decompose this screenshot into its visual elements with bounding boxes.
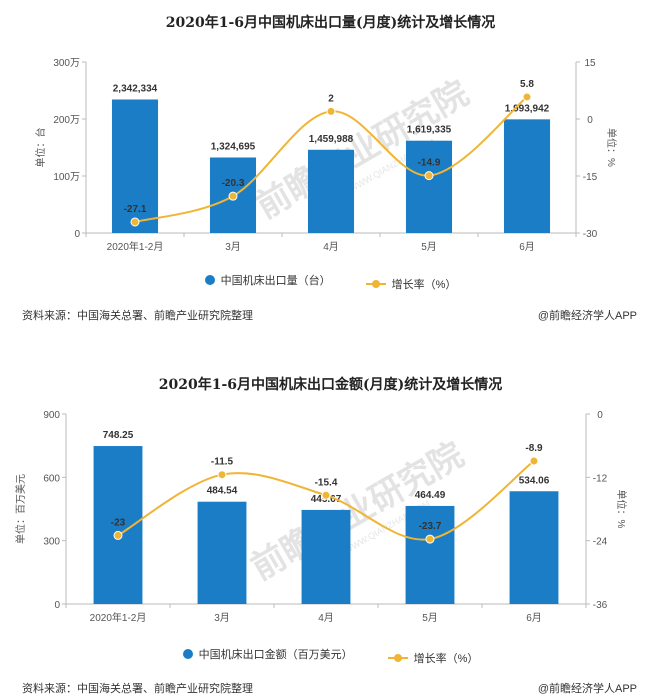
x-tick-label: 2020年1-2月 bbox=[90, 611, 147, 624]
bar bbox=[503, 119, 551, 233]
rate-value-label: -23.7 bbox=[419, 521, 442, 532]
rate-point bbox=[425, 534, 435, 544]
legend-item-rate[interactable]: 增长率（%） bbox=[365, 276, 457, 292]
rate-point bbox=[326, 106, 336, 116]
legend-item-bars[interactable]: 中国机床出口金额（百万美元） bbox=[182, 646, 353, 662]
y2-tick-label: -30 bbox=[583, 229, 598, 240]
bar-value-label: 1,619,335 bbox=[407, 125, 452, 136]
rate-point bbox=[522, 92, 532, 102]
legend-swatch-orange bbox=[365, 280, 386, 288]
rate-point bbox=[130, 217, 140, 227]
y-tick-label: 300 bbox=[43, 537, 60, 548]
x-tick-label: 5月 bbox=[422, 612, 438, 624]
y-axis-title: 单位：台 bbox=[34, 128, 47, 168]
y2-axis-title: 单位：% bbox=[605, 128, 618, 167]
bar-value-label: 484.54 bbox=[207, 486, 238, 497]
bar-value-label: 1,459,988 bbox=[309, 134, 354, 145]
rate-point bbox=[217, 470, 227, 480]
legend-label: 增长率（%） bbox=[391, 279, 457, 291]
rate-value-label: -23 bbox=[111, 517, 126, 528]
rate-value-label: -14.9 bbox=[418, 158, 441, 169]
bar bbox=[111, 99, 159, 233]
rate-value-label: 5.8 bbox=[520, 79, 534, 90]
bar-value-label: 1,324,695 bbox=[211, 141, 256, 152]
x-tick-label: 6月 bbox=[519, 241, 535, 253]
rate-value-label: -20.3 bbox=[222, 178, 245, 189]
chart-legend: 中国机床出口金额（百万美元） 增长率（%） bbox=[0, 646, 661, 666]
y2-tick-label: 0 bbox=[587, 115, 593, 126]
bar bbox=[509, 491, 559, 604]
rate-value-label: 2 bbox=[328, 93, 334, 104]
y-tick-label: 300万 bbox=[53, 58, 80, 69]
x-tick-label: 2020年1-2月 bbox=[107, 240, 164, 253]
rate-point bbox=[321, 490, 331, 500]
chart-export-value: 前瞻产业研究院WWW.QIANZHAN.COM0300600900-36-24-… bbox=[14, 410, 628, 624]
bar-value-label: 534.06 bbox=[519, 475, 550, 486]
y2-tick-label: -12 bbox=[593, 473, 608, 484]
x-tick-label: 5月 bbox=[421, 241, 437, 253]
rate-point bbox=[529, 456, 539, 466]
legend-swatch-orange bbox=[387, 654, 408, 662]
y2-tick-label: -15 bbox=[583, 172, 598, 183]
bar-value-label: 2,342,334 bbox=[113, 83, 158, 94]
chart-panel-export-volume: 2020年1-6月中国机床出口量(月度)统计及增长情况 前瞻产业研究院 WWW.Q… bbox=[0, 0, 661, 330]
rate-value-label: -15.4 bbox=[315, 477, 338, 488]
y-tick-label: 0 bbox=[74, 229, 80, 240]
rate-value-label: -8.9 bbox=[525, 443, 543, 454]
bar bbox=[197, 501, 247, 604]
y2-tick-label: 0 bbox=[597, 410, 603, 421]
bar-value-label: 748.25 bbox=[103, 430, 134, 441]
legend-label: 增长率（%） bbox=[413, 653, 479, 665]
legend-label: 中国机床出口量（台） bbox=[220, 275, 331, 287]
chart-legend: 中国机床出口量（台） 增长率（%） bbox=[0, 272, 661, 292]
rate-point bbox=[113, 530, 123, 540]
legend-swatch-blue bbox=[182, 649, 193, 659]
y-tick-label: 0 bbox=[54, 600, 60, 611]
x-tick-label: 4月 bbox=[318, 612, 334, 624]
legend-label: 中国机床出口金额（百万美元） bbox=[198, 649, 353, 661]
y2-tick-label: -24 bbox=[593, 537, 608, 548]
y-tick-label: 200万 bbox=[53, 115, 80, 126]
source-note: 资料来源：中国海关总署、前瞻产业研究院整理 bbox=[22, 310, 253, 322]
rate-point bbox=[228, 191, 238, 201]
y-tick-label: 100万 bbox=[53, 172, 80, 183]
rate-value-label: -27.1 bbox=[124, 204, 147, 215]
chart-export-volume: 前瞻产业研究院WWW.QIANZHAN.COM0100万200万300万-30-… bbox=[34, 58, 618, 253]
source-note: 资料来源：中国海关总署、前瞻产业研究院整理 bbox=[22, 683, 253, 695]
x-tick-label: 3月 bbox=[214, 612, 230, 624]
y-tick-label: 600 bbox=[43, 473, 60, 484]
x-tick-label: 4月 bbox=[323, 241, 339, 253]
rate-value-label: -11.5 bbox=[211, 457, 234, 468]
bar bbox=[307, 149, 355, 233]
bar-value-label: 464.49 bbox=[415, 490, 446, 501]
y2-tick-label: -36 bbox=[593, 600, 608, 611]
x-tick-label: 6月 bbox=[526, 612, 542, 624]
y-tick-label: 900 bbox=[43, 410, 60, 421]
legend-item-bars[interactable]: 中国机床出口量（台） bbox=[204, 272, 331, 288]
y-axis-title: 单位：百万美元 bbox=[14, 474, 27, 544]
chart-title: 2020年1-6月中国机床出口量(月度)统计及增长情况 bbox=[165, 15, 496, 31]
legend-swatch-blue bbox=[204, 275, 215, 285]
bar bbox=[301, 509, 351, 604]
x-tick-label: 3月 bbox=[225, 241, 241, 253]
chart-title: 2020年1-6月中国机床出口金额(月度)统计及增长情况 bbox=[158, 377, 503, 393]
bar bbox=[405, 505, 455, 604]
legend-item-rate[interactable]: 增长率（%） bbox=[387, 650, 479, 666]
bar bbox=[405, 140, 453, 233]
brand-credit: @前瞻经济学人APP bbox=[537, 683, 637, 695]
y2-tick-label: 15 bbox=[584, 58, 596, 69]
y2-axis-title: 单位：% bbox=[615, 490, 628, 529]
chart-panel-export-value: 2020年1-6月中国机床出口金额(月度)统计及增长情况 前瞻产业研究院 WWW.… bbox=[0, 362, 661, 698]
brand-credit: @前瞻经济学人APP bbox=[537, 310, 637, 322]
bar-value-label: 1,993,942 bbox=[505, 103, 550, 114]
rate-point bbox=[424, 171, 434, 181]
